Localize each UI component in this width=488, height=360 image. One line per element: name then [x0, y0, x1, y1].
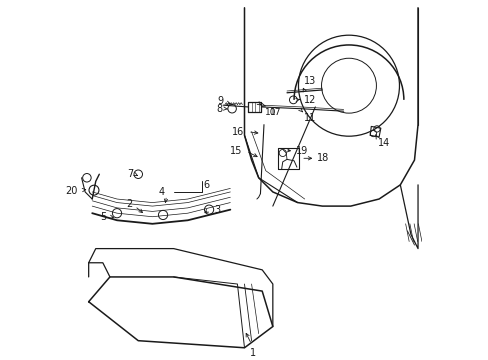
- Text: 10: 10: [264, 108, 276, 117]
- Text: 1: 1: [250, 348, 256, 358]
- Text: 14: 14: [378, 138, 390, 148]
- Text: 20: 20: [65, 186, 78, 196]
- Text: 12: 12: [304, 95, 316, 105]
- Text: 18: 18: [316, 153, 329, 163]
- Text: 4: 4: [159, 187, 164, 197]
- Text: 13: 13: [304, 76, 316, 86]
- Text: 3: 3: [214, 204, 220, 215]
- Text: 11: 11: [304, 113, 316, 123]
- Text: 5: 5: [100, 212, 106, 222]
- Text: 17: 17: [269, 108, 281, 117]
- Text: 16: 16: [232, 127, 244, 137]
- Text: 9: 9: [217, 96, 224, 106]
- Text: 6: 6: [203, 180, 209, 190]
- Text: 8: 8: [216, 104, 222, 114]
- Text: 2: 2: [126, 199, 133, 209]
- Text: 15: 15: [230, 146, 242, 156]
- Text: 7: 7: [126, 169, 133, 179]
- Text: 19: 19: [295, 146, 307, 156]
